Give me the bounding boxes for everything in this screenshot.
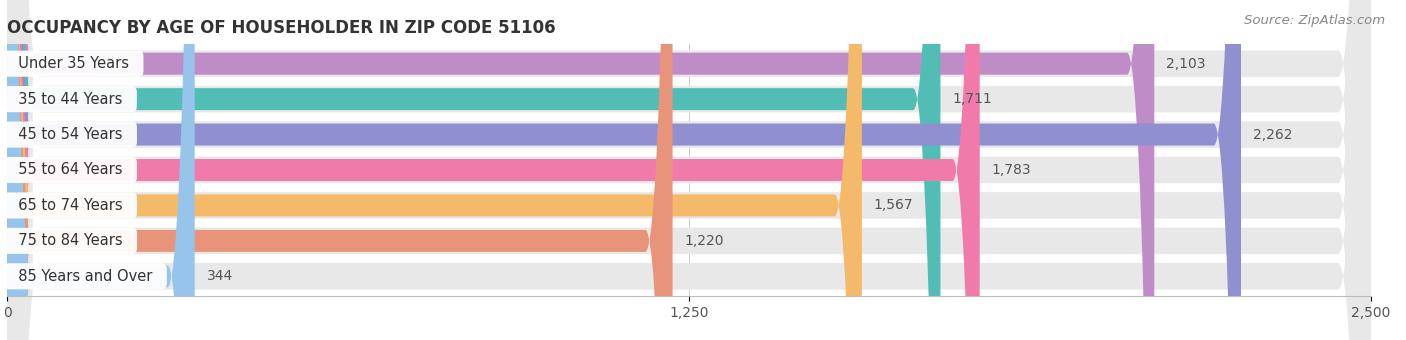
Text: Under 35 Years: Under 35 Years: [8, 56, 138, 71]
Text: 65 to 74 Years: 65 to 74 Years: [8, 198, 132, 213]
Text: 2,262: 2,262: [1253, 128, 1292, 141]
Text: 1,711: 1,711: [952, 92, 993, 106]
Text: 344: 344: [207, 269, 233, 283]
Text: 75 to 84 Years: 75 to 84 Years: [8, 233, 132, 249]
FancyBboxPatch shape: [7, 0, 194, 340]
FancyBboxPatch shape: [7, 0, 1371, 340]
Text: 45 to 54 Years: 45 to 54 Years: [8, 127, 131, 142]
FancyBboxPatch shape: [7, 0, 1371, 340]
Text: 85 Years and Over: 85 Years and Over: [8, 269, 162, 284]
FancyBboxPatch shape: [7, 0, 980, 340]
FancyBboxPatch shape: [7, 0, 1371, 340]
FancyBboxPatch shape: [7, 0, 1371, 340]
FancyBboxPatch shape: [7, 0, 941, 340]
Text: 1,567: 1,567: [875, 199, 914, 212]
Text: 55 to 64 Years: 55 to 64 Years: [8, 163, 131, 177]
Text: 1,220: 1,220: [685, 234, 724, 248]
Text: Source: ZipAtlas.com: Source: ZipAtlas.com: [1244, 14, 1385, 27]
FancyBboxPatch shape: [7, 0, 1241, 340]
FancyBboxPatch shape: [7, 0, 1154, 340]
Text: 2,103: 2,103: [1167, 57, 1206, 71]
Text: 35 to 44 Years: 35 to 44 Years: [8, 91, 131, 107]
FancyBboxPatch shape: [7, 0, 672, 340]
FancyBboxPatch shape: [7, 0, 1371, 340]
Text: 1,783: 1,783: [991, 163, 1032, 177]
FancyBboxPatch shape: [7, 0, 1371, 340]
FancyBboxPatch shape: [7, 0, 862, 340]
Text: OCCUPANCY BY AGE OF HOUSEHOLDER IN ZIP CODE 51106: OCCUPANCY BY AGE OF HOUSEHOLDER IN ZIP C…: [7, 19, 555, 37]
FancyBboxPatch shape: [7, 0, 1371, 340]
